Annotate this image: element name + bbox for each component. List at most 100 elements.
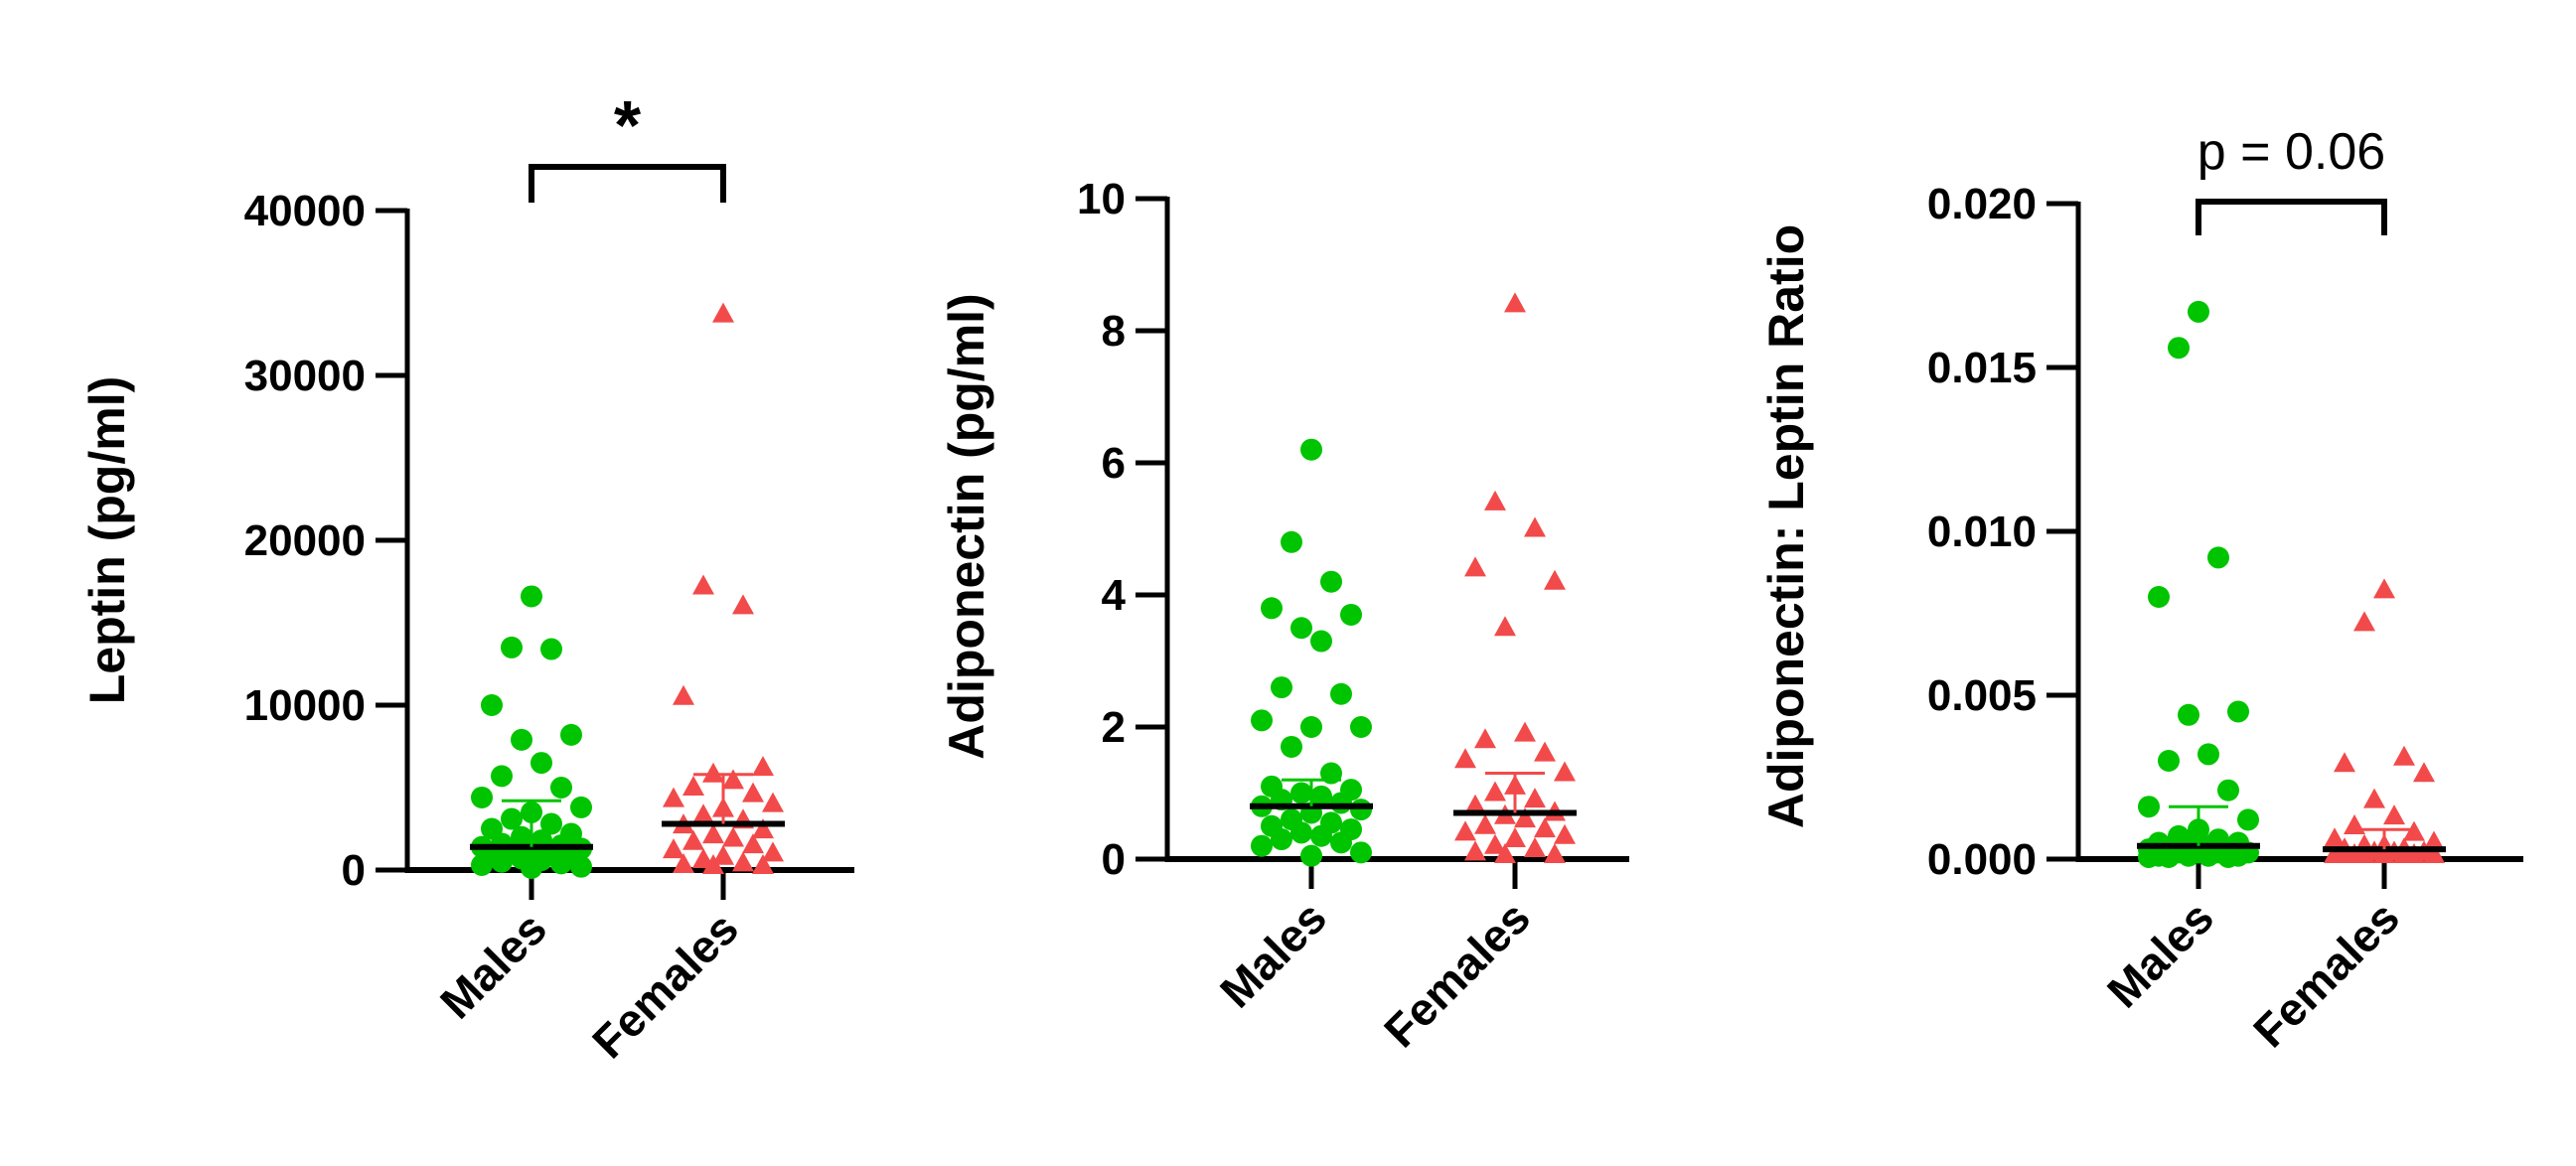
data-point-males xyxy=(501,807,523,830)
data-point-males xyxy=(1300,438,1322,461)
leptin-panel: 0 10000 20000 30000 40000 Leptin (pg/ml) Males… xyxy=(79,86,854,1068)
data-point-females xyxy=(722,769,744,790)
data-point-females xyxy=(1504,292,1526,313)
significance-label: * xyxy=(614,86,642,164)
data-point-males xyxy=(550,852,572,875)
category-label-females: Females xyxy=(2243,891,2409,1057)
y-tick-label: 0.000 xyxy=(1927,835,2037,884)
data-point-females xyxy=(762,792,784,812)
data-point-females xyxy=(1534,741,1556,762)
data-point-males xyxy=(1310,785,1332,807)
data-point-females xyxy=(663,787,684,807)
data-point-males xyxy=(1310,824,1332,847)
data-point-females xyxy=(1464,556,1486,577)
data-point-males xyxy=(2178,703,2199,726)
y-tick-label: 30000 xyxy=(244,352,366,400)
data-point-females xyxy=(2383,804,2405,825)
y-tick-label: 10000 xyxy=(244,681,366,730)
data-point-females xyxy=(1534,817,1556,838)
data-point-males xyxy=(1330,792,1352,814)
data-point-females xyxy=(682,829,704,850)
data-point-females xyxy=(1474,813,1496,834)
data-point-females xyxy=(762,841,784,862)
data-point-females xyxy=(2413,762,2435,783)
data-point-females xyxy=(742,782,764,802)
data-point-females xyxy=(1524,837,1546,858)
data-point-males xyxy=(1330,682,1352,705)
data-point-males xyxy=(471,786,493,808)
data-point-females xyxy=(702,762,724,783)
data-point-males xyxy=(570,855,592,878)
data-point-males xyxy=(491,850,513,873)
data-point-males xyxy=(2138,846,2160,868)
data-point-males xyxy=(1290,617,1312,640)
data-point-males xyxy=(1350,841,1372,864)
data-point-males xyxy=(2207,546,2229,569)
data-point-males xyxy=(1281,735,1302,758)
data-point-males xyxy=(1290,821,1312,844)
data-point-females xyxy=(663,838,684,859)
data-point-females xyxy=(1544,569,1566,590)
data-point-females xyxy=(1524,516,1546,537)
data-point-males xyxy=(1271,676,1292,699)
significance-bracket xyxy=(529,164,726,203)
data-point-females xyxy=(2334,752,2355,773)
y-tick-label: 0.005 xyxy=(1927,671,2037,720)
y-tick-label: 8 xyxy=(1102,307,1126,356)
y-tick-label: 4 xyxy=(1102,571,1127,620)
y-tick-label: 0.010 xyxy=(1927,508,2037,556)
data-point-females xyxy=(2324,827,2346,848)
data-point-females xyxy=(732,594,754,615)
data-point-males xyxy=(1271,828,1292,851)
data-point-females xyxy=(682,776,704,796)
category-label-males: Males xyxy=(1210,891,1336,1017)
data-point-males xyxy=(1350,799,1372,821)
y-tick-label: 0.020 xyxy=(1927,180,2037,228)
data-point-males xyxy=(1251,834,1273,857)
significance-bracket xyxy=(2196,199,2387,235)
data-point-males xyxy=(481,694,503,716)
data-point-males xyxy=(550,777,572,799)
data-point-males xyxy=(1340,603,1362,626)
y-tick-label: 10 xyxy=(1077,175,1126,223)
data-point-females xyxy=(2423,830,2445,851)
data-point-females xyxy=(1554,823,1576,844)
data-point-females xyxy=(742,833,764,854)
data-point-females xyxy=(1514,721,1536,742)
significance-label: p = 0.06 xyxy=(2197,123,2385,181)
data-point-females xyxy=(1454,748,1476,769)
data-point-males xyxy=(521,857,542,879)
data-point-females xyxy=(2373,578,2395,599)
data-point-males xyxy=(2217,846,2239,868)
data-point-males xyxy=(1281,530,1302,553)
data-point-males xyxy=(2158,750,2180,772)
data-point-males xyxy=(1290,782,1312,804)
data-point-females xyxy=(2423,843,2445,863)
data-point-females xyxy=(702,854,724,874)
y-tick-label: 20000 xyxy=(244,516,366,565)
data-point-females xyxy=(2393,745,2415,766)
y-tick-label: 0 xyxy=(1102,835,1126,884)
adiponectin-panel: 0 2 4 6 8 10 Adiponectin (pg/ml) Males Females xyxy=(939,175,1629,1057)
data-point-females xyxy=(752,854,774,874)
data-point-females xyxy=(722,826,744,847)
data-point-females xyxy=(1544,843,1566,863)
data-point-males xyxy=(2148,586,2170,608)
y-axis-title: Adiponectin (pg/ml) xyxy=(939,293,994,759)
category-label-females: Females xyxy=(582,902,748,1068)
data-point-females xyxy=(2344,814,2365,834)
data-point-females xyxy=(692,574,714,595)
data-point-males xyxy=(491,765,513,788)
data-point-males xyxy=(2217,779,2239,802)
data-point-females xyxy=(1524,788,1546,808)
data-point-females xyxy=(673,853,694,874)
y-axis-title: Adiponectin: Leptin Ratio xyxy=(1758,224,1814,828)
y-axis-title: Leptin (pg/ml) xyxy=(79,376,135,705)
y-tick-label: 40000 xyxy=(244,187,366,235)
y-tick-label: 0 xyxy=(342,846,366,895)
data-point-females xyxy=(1464,840,1486,861)
data-point-females xyxy=(692,803,714,824)
data-point-males xyxy=(2138,796,2160,818)
data-point-males xyxy=(560,723,582,746)
